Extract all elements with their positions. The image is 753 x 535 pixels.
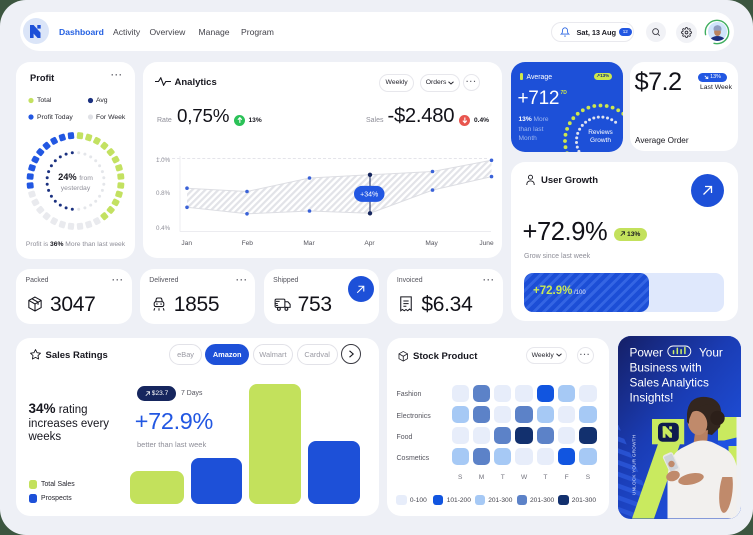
svg-text:UNLOCK YOUR GROWTH: UNLOCK YOUR GROWTH [631,435,636,495]
svg-text:Power: Power [629,345,663,359]
svg-text:+34%: +34% [360,192,378,199]
svg-text:Your: Your [699,345,723,359]
svg-text:Business with: Business with [629,361,701,375]
svg-text:Insights!: Insights! [629,391,673,405]
svg-text:Sales Analytics: Sales Analytics [629,376,708,390]
